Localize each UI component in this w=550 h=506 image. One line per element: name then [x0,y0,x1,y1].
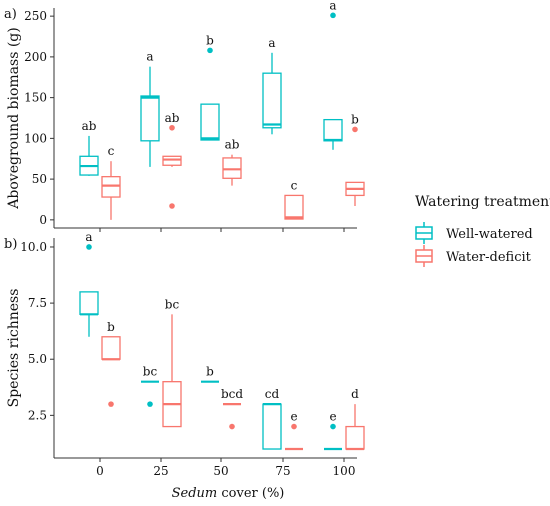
significance-letter: a [329,0,336,12]
y-tick-label: 7.5 [28,296,47,310]
significance-letter: c [108,144,115,158]
legend: Watering treatment Well-watered Water-de… [415,194,550,267]
box-water-deficit: ab [162,111,182,209]
y-tick-label: 5.0 [28,352,47,366]
box-well-watered: bc [141,365,159,407]
y-tick-label: 0 [39,213,47,227]
box [101,176,121,198]
significance-letter: ab [225,138,240,152]
significance-letter: a [85,230,92,244]
box-well-watered: e [324,410,342,451]
significance-letter: b [206,365,214,379]
outlier-point [330,423,336,430]
x-axis-label-rest: cover (%) [217,486,284,501]
y-tick-label: 250 [24,9,47,23]
y-tick-label: 2.5 [28,408,47,422]
outlier-point [169,203,175,209]
box-water-deficit: b [101,320,121,407]
box-well-watered: a [323,0,343,150]
significance-letter: ab [82,119,97,133]
box [79,291,99,315]
panel-label: b) [4,237,17,252]
box-well-watered: b [201,365,219,383]
panel-label: a) [4,7,17,22]
x-tick-label: 0 [96,464,104,478]
outlier-point [147,401,153,407]
y-tick-label: 150 [24,91,47,105]
outlier-point [291,423,297,430]
significance-letter: bcd [221,387,243,401]
box-water-deficit: b [345,112,365,206]
legend-label-well-watered: Well-watered [446,227,533,242]
significance-letter: b [351,112,359,126]
box-water-deficit: d [345,387,365,451]
y-tick-label: 10.0 [20,240,47,254]
significance-letter: e [329,410,336,424]
y-tick-label: 50 [32,172,47,186]
significance-letter: bc [165,297,180,311]
box-water-deficit: bcd [221,387,243,430]
box-water-deficit: bc [162,297,182,428]
legend-label-water-deficit: Water-deficit [446,250,532,265]
significance-letter: a [268,36,275,50]
panel-a: a) Aboveground biomass (g) 0 50 100 150 200 250… [4,0,365,232]
legend-title: Watering treatment [415,194,550,210]
box [140,95,160,142]
significance-letter: ab [165,111,180,125]
box-water-deficit: e [285,410,303,451]
y-tick-label: 200 [24,50,47,64]
significance-letter: d [351,387,359,401]
outlier-point [229,423,235,430]
box-water-deficit: c [284,178,304,220]
box-well-watered: cd [262,387,282,450]
box-well-watered: a [262,36,282,135]
x-tick-label: 75 [275,464,290,478]
y-tick-label: 100 [24,131,47,145]
box [101,336,121,360]
box-water-deficit: ab [222,138,242,186]
x-tick-label: 50 [213,464,228,478]
y-axis-label: Species richness [6,289,22,408]
x-tick-label: 25 [153,464,168,478]
x-tick-label: 100 [333,464,356,478]
outlier-point [86,244,92,250]
box-well-watered: a [79,230,99,337]
x-axis-label: Sedum cover (%) [172,486,285,501]
significance-letter: a [146,50,153,64]
box [323,118,343,142]
x-axis-label-italic: Sedum [172,486,218,501]
box [262,403,282,450]
outlier-point [330,12,336,19]
box [345,425,365,450]
significance-letter: bc [143,365,158,379]
box-well-watered: a [140,50,160,167]
panel-b: b) Species richness 2.5 5.0 7.5 10.0 0 25 50 75 10… [4,230,365,478]
box [222,157,242,179]
y-axis-label: Aboveground biomass (g) [6,27,22,209]
box [162,155,182,166]
legend-key-water-deficit [415,245,433,267]
box [262,72,282,129]
box-water-deficit: c [101,144,121,220]
significance-letter: e [290,410,297,424]
significance-letter: b [107,320,115,334]
box-well-watered: b [200,33,220,141]
significance-letter: c [291,178,298,192]
outlier-point [352,126,358,133]
legend-key-well-watered [415,222,433,244]
significance-letter: b [206,33,214,47]
box [284,194,304,220]
outlier-point [108,401,114,407]
box [200,103,220,141]
significance-letter: cd [265,387,280,401]
outlier-point [207,47,213,54]
outlier-point [169,124,175,131]
box-well-watered: ab [79,119,99,176]
panels: a)Aboveground biomass (g)050100150200250… [4,0,365,478]
